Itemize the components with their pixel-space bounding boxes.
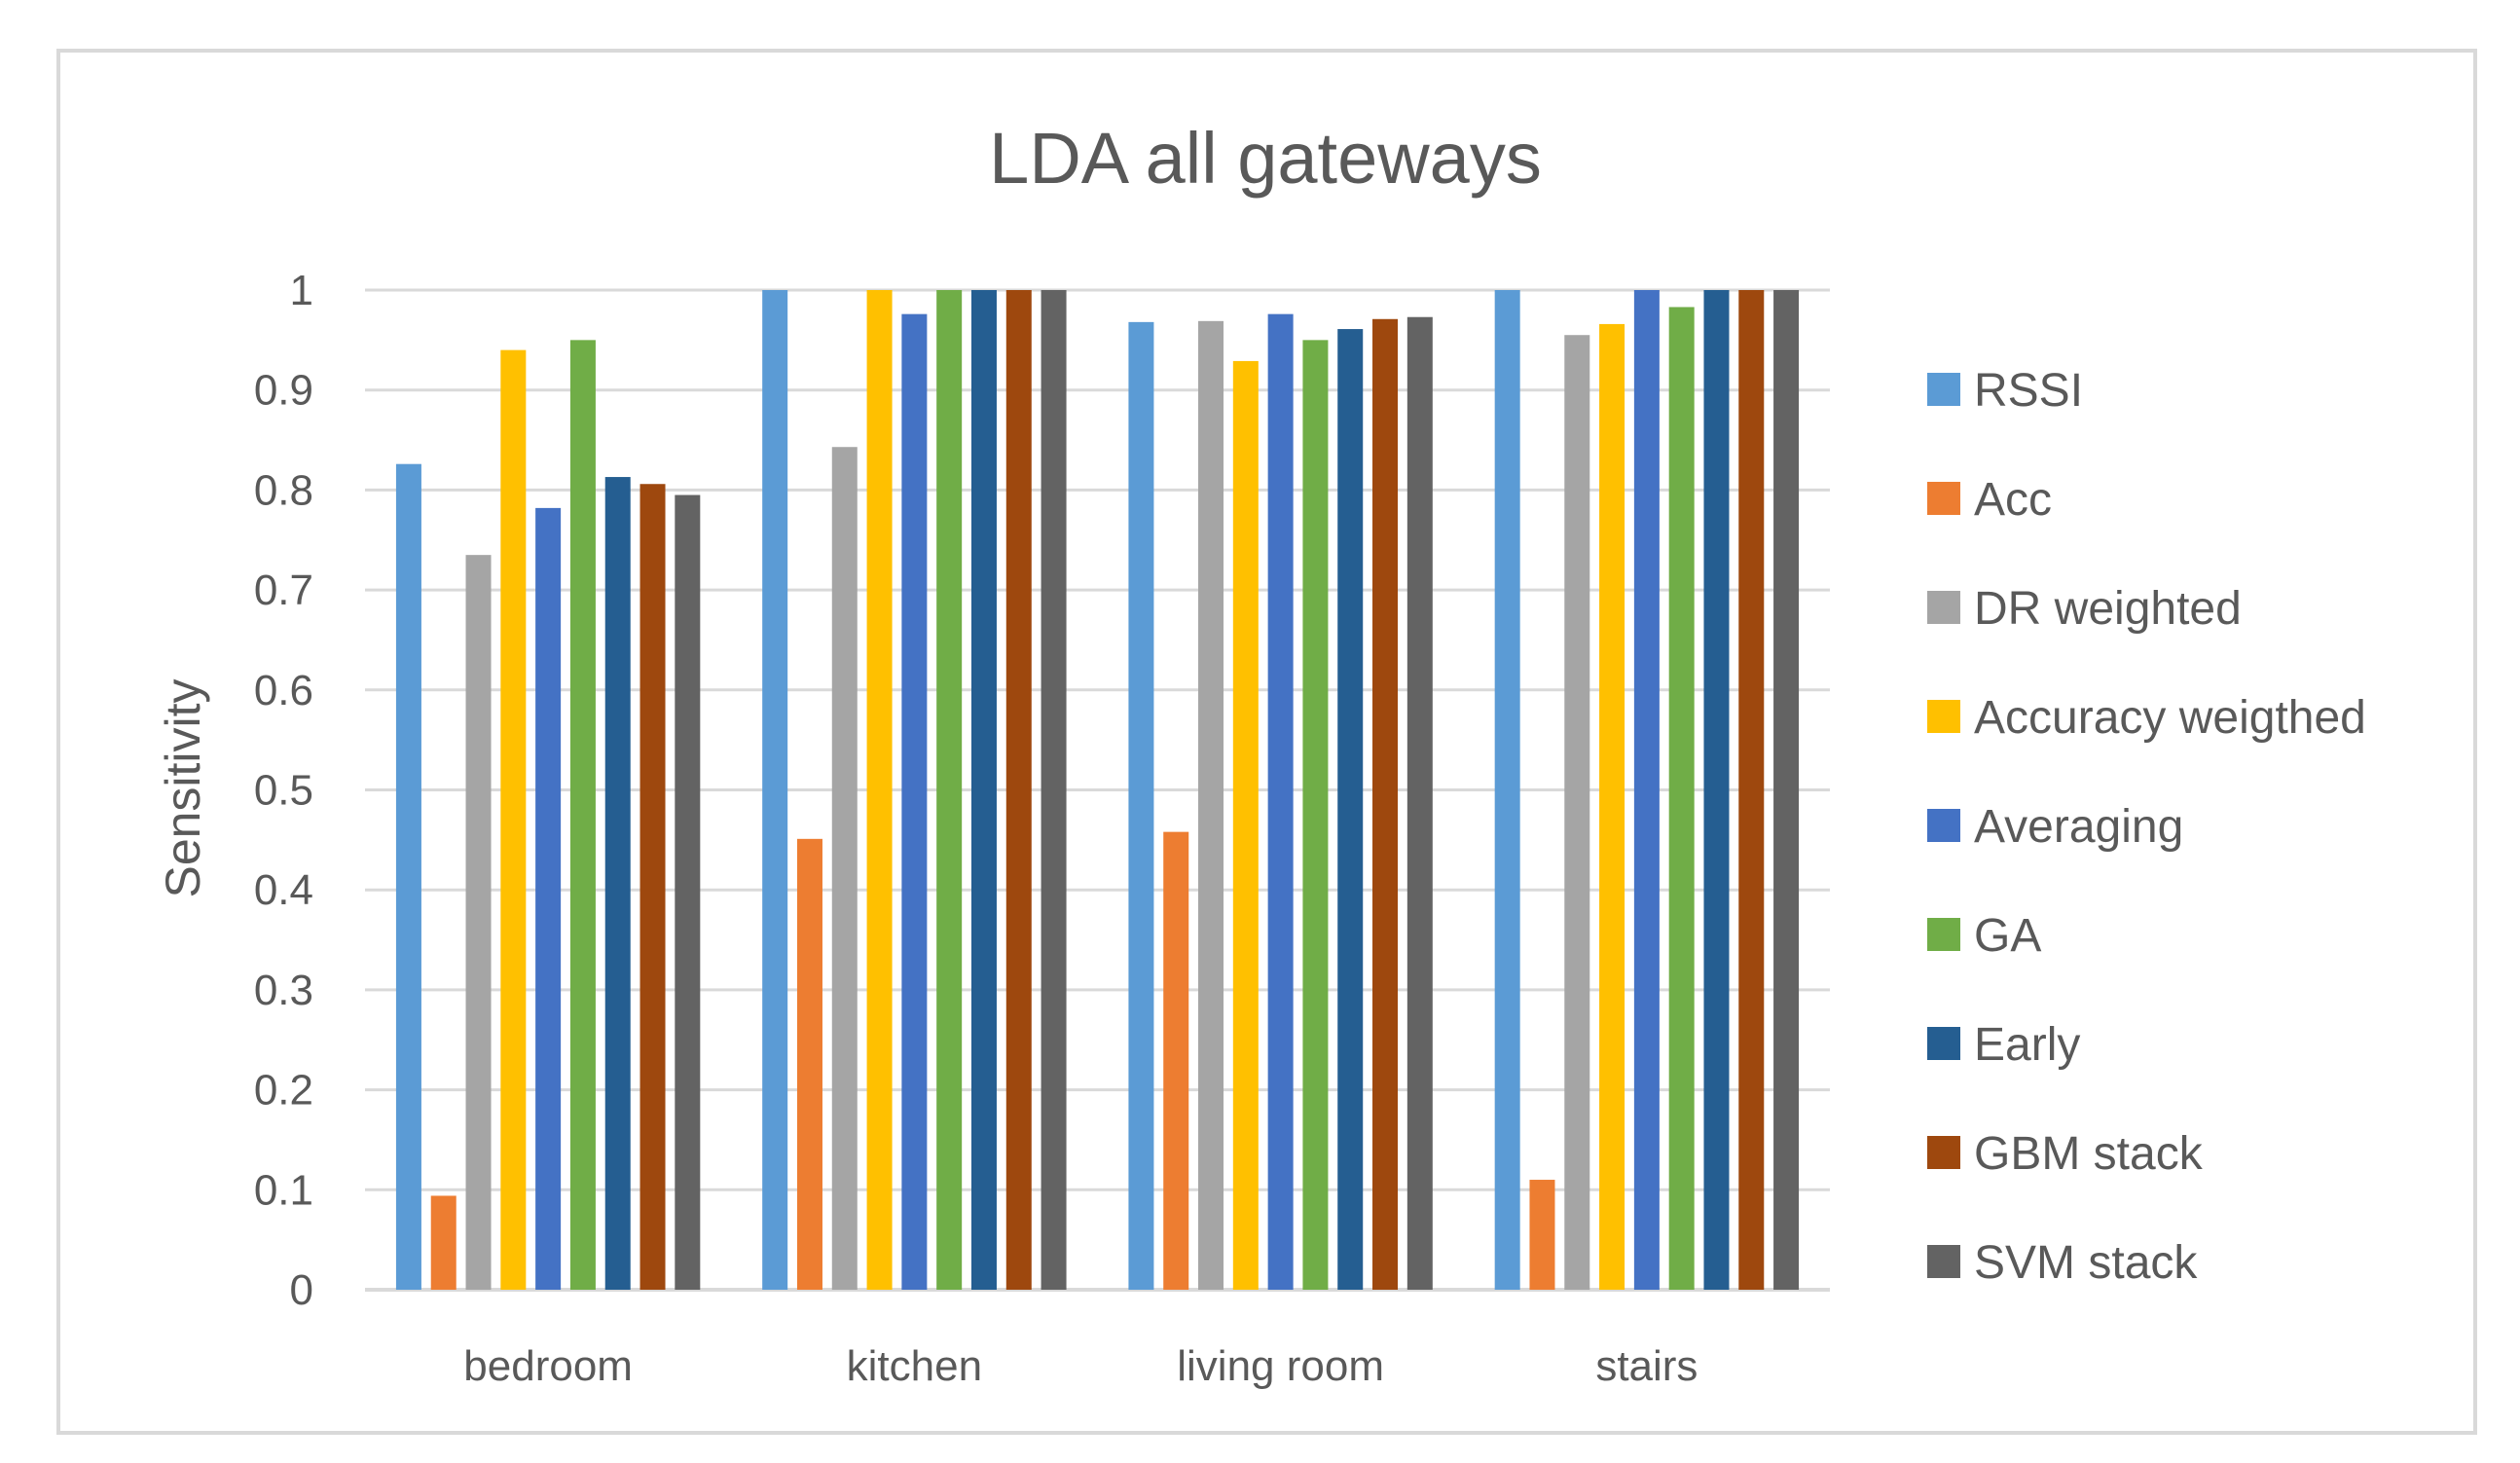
chart-title: LDA all gateways [989,118,1542,199]
x-tick-label: bedroom [463,1342,633,1390]
legend-swatch [1927,373,1960,406]
bar [1232,360,1259,1290]
bar [1041,290,1067,1290]
bar [1773,290,1800,1290]
legend-swatch [1927,1027,1960,1060]
bar [639,484,666,1290]
bar [1668,307,1695,1291]
bar [465,555,492,1290]
legend-swatch [1927,1245,1960,1278]
y-axis-ticks: 0 0.1 0.2 0.3 0.4 0.5 0.6 0.7 0.8 0.9 1 [254,267,313,1314]
y-tick-label: 0.6 [254,667,313,714]
legend-swatch [1927,809,1960,842]
bar [1005,290,1032,1290]
x-tick-label: stairs [1595,1342,1698,1390]
y-tick-label: 0.3 [254,967,313,1014]
bar [1494,290,1520,1290]
legend-swatch [1927,482,1960,515]
bar [1337,329,1364,1291]
bar [1564,335,1590,1291]
legend-swatch [1927,591,1960,624]
y-axis-label: Sensitivity [156,678,210,897]
bars [395,290,1800,1291]
bar [1406,316,1433,1290]
y-tick-label: 0 [290,1266,313,1314]
bar [1198,320,1224,1290]
legend-swatch [1927,1136,1960,1169]
bar [936,290,963,1290]
bar [901,313,928,1290]
bar [1372,318,1399,1291]
legend-label: Early [1974,1019,2080,1071]
bar [1599,323,1625,1291]
bar [1302,340,1329,1291]
bar [569,340,596,1291]
bar [866,290,893,1290]
bar [535,507,562,1290]
bar [970,290,997,1290]
legend-swatch [1927,918,1960,951]
legend: RSSI Acc DR weighted Accuracy weigthed Avera… [1927,365,2366,1289]
bar [1633,290,1660,1290]
legend-label: SVM stack [1974,1237,2198,1289]
bar [1703,290,1730,1290]
y-tick-label: 1 [290,267,313,314]
bar [1267,313,1294,1290]
y-tick-label: 0.7 [254,567,313,614]
legend-swatch [1927,700,1960,733]
bar [762,290,788,1290]
x-tick-label: living room [1177,1342,1384,1390]
legend-label: Averaging [1974,801,2183,853]
bar [831,447,858,1290]
bar [500,349,527,1290]
bar [675,494,701,1290]
bar [604,477,631,1290]
y-tick-label: 0.2 [254,1067,313,1115]
legend-label: RSSI [1974,365,2083,417]
chart-frame [56,49,2477,1435]
y-tick-label: 0.1 [254,1166,313,1214]
y-tick-label: 0.9 [254,367,313,415]
y-tick-label: 0.4 [254,866,313,914]
bar [1128,321,1154,1290]
legend-label: Acc [1974,474,2052,526]
bar [1163,831,1189,1290]
y-tick-label: 0.5 [254,767,313,815]
bar [1529,1180,1555,1290]
bar [1738,290,1765,1290]
y-tick-label: 0.8 [254,466,313,514]
legend-label: GA [1974,910,2041,962]
legend-label: DR weighted [1974,583,2242,635]
bar [796,838,822,1290]
x-axis-ticks: bedroom kitchen living room stairs [463,1342,1698,1390]
legend-label: GBM stack [1974,1128,2204,1180]
bar [430,1195,457,1290]
bar [395,463,421,1290]
legend-label: Accuracy weigthed [1974,692,2366,744]
x-tick-label: kitchen [847,1342,982,1390]
